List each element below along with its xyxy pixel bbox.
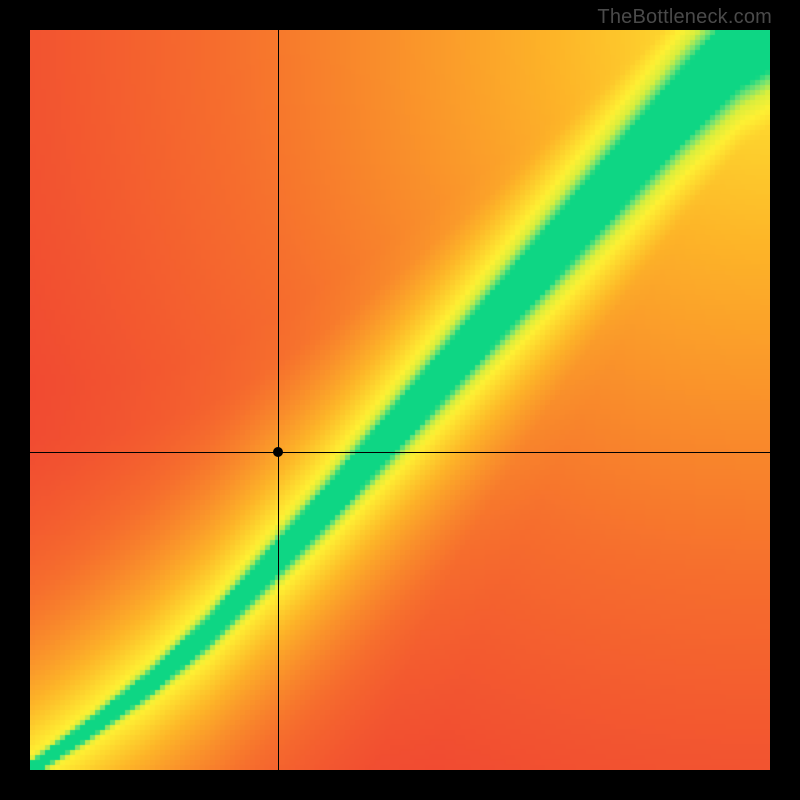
crosshair-vertical <box>278 30 279 770</box>
bottleneck-heatmap-canvas <box>30 30 770 770</box>
plot-area <box>30 30 770 770</box>
crosshair-marker-dot <box>273 447 283 457</box>
crosshair-horizontal <box>30 452 770 453</box>
watermark-text: TheBottleneck.com <box>597 6 772 29</box>
